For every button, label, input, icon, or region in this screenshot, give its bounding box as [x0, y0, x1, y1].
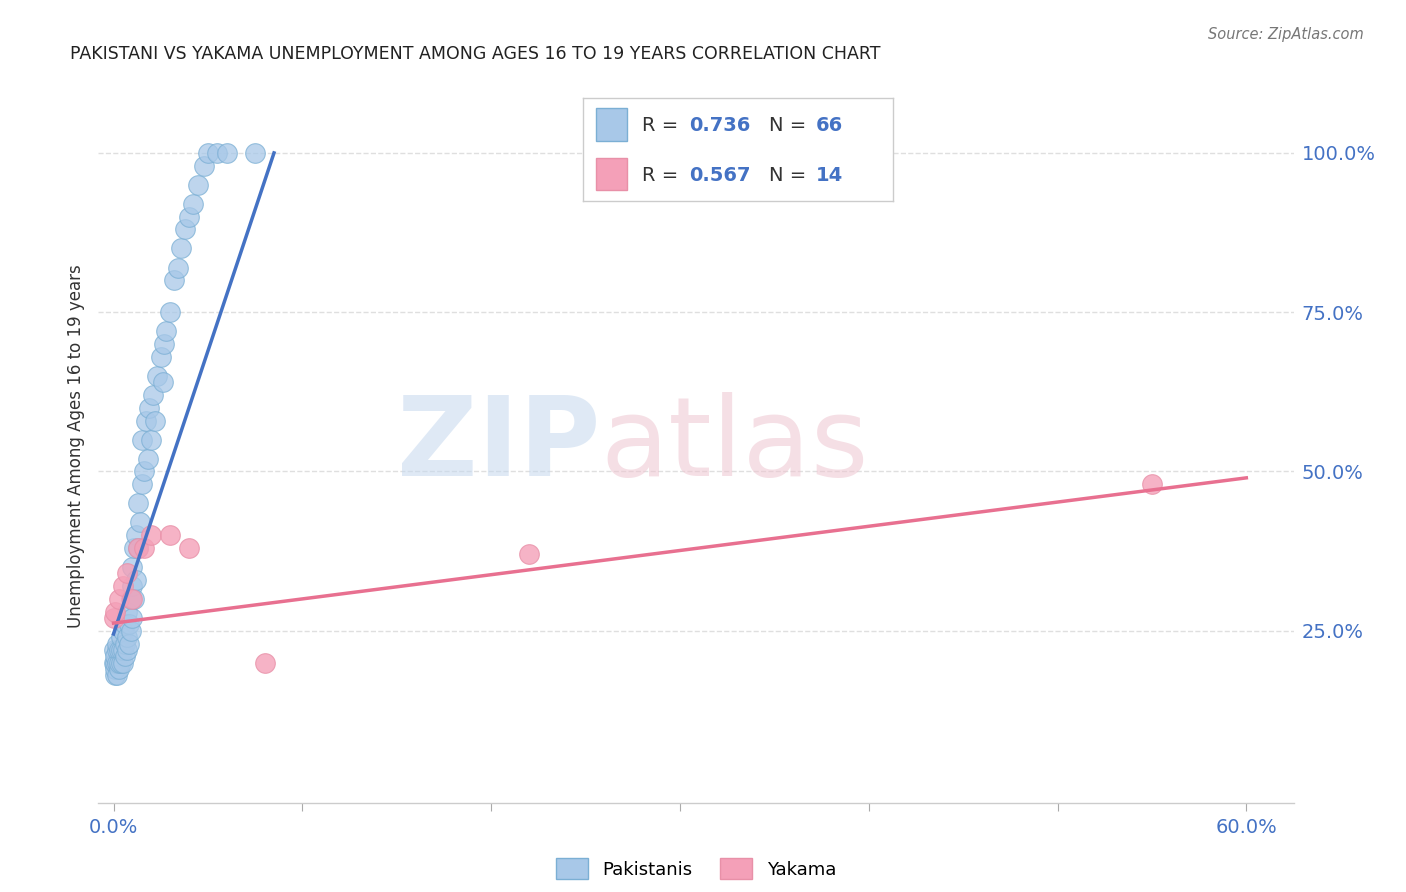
Point [108, 591, 131, 606]
Point [111, 579, 134, 593]
Point [104, 656, 127, 670]
Point [187, 178, 209, 192]
Point [114, 649, 136, 664]
Point [117, 636, 139, 650]
Point [243, 145, 266, 160]
Point [110, 656, 132, 670]
Point [120, 624, 142, 638]
Point [174, 222, 197, 236]
Point [138, 401, 160, 415]
Point [105, 643, 128, 657]
Text: Source: ZipAtlas.com: Source: ZipAtlas.com [1208, 27, 1364, 42]
Point [108, 662, 131, 676]
Point [108, 643, 131, 657]
Point [132, 465, 155, 479]
Text: 14: 14 [815, 166, 842, 185]
Point [124, 541, 146, 555]
Point [115, 643, 138, 657]
Point [127, 496, 149, 510]
Point [177, 210, 200, 224]
Point [135, 413, 157, 427]
Point [105, 656, 128, 670]
Point [121, 579, 143, 593]
Point [103, 611, 125, 625]
Point [163, 273, 186, 287]
Point [115, 630, 138, 644]
Point [124, 591, 146, 606]
Point [117, 617, 139, 632]
Text: N =: N = [769, 166, 813, 185]
Point [181, 197, 204, 211]
Point [166, 260, 188, 275]
Point [104, 662, 127, 676]
Point [207, 145, 229, 160]
Text: ZIP: ZIP [396, 392, 600, 500]
Point [152, 376, 174, 390]
Point [105, 668, 128, 682]
Point [131, 433, 153, 447]
Point [121, 591, 143, 606]
Point [170, 242, 193, 256]
Point [105, 636, 128, 650]
Point [143, 413, 166, 427]
Point [132, 541, 155, 555]
Legend: Pakistanis, Yakama: Pakistanis, Yakama [548, 851, 844, 887]
Point [114, 636, 136, 650]
Point [110, 643, 132, 657]
Point [103, 643, 125, 657]
Point [110, 630, 132, 644]
Text: 0.567: 0.567 [689, 166, 751, 185]
Text: N =: N = [769, 116, 813, 136]
Point [104, 668, 127, 682]
Text: R =: R = [643, 116, 685, 136]
Point [253, 656, 276, 670]
Y-axis label: Unemployment Among Ages 16 to 19 years: Unemployment Among Ages 16 to 19 years [66, 264, 84, 628]
Point [149, 350, 172, 364]
Point [193, 159, 215, 173]
Point [121, 560, 143, 574]
Point [1140, 477, 1163, 491]
Point [120, 591, 142, 606]
Point [108, 656, 131, 670]
Point [111, 656, 134, 670]
Point [121, 611, 143, 625]
Point [111, 643, 134, 657]
Point [125, 573, 148, 587]
Point [159, 528, 181, 542]
Point [129, 516, 152, 530]
Point [136, 451, 159, 466]
Text: R =: R = [643, 166, 685, 185]
Point [141, 528, 163, 542]
Point [115, 605, 138, 619]
Point [215, 145, 238, 160]
Text: 0.736: 0.736 [689, 116, 749, 136]
Point [146, 368, 169, 383]
Text: atlas: atlas [600, 392, 869, 500]
FancyBboxPatch shape [596, 109, 627, 141]
Point [103, 656, 125, 670]
Point [127, 541, 149, 555]
Point [177, 541, 200, 555]
Point [115, 566, 138, 581]
Point [159, 305, 181, 319]
Point [104, 605, 127, 619]
Point [114, 617, 136, 632]
Point [131, 477, 153, 491]
Point [197, 145, 219, 160]
Point [141, 433, 163, 447]
Point [125, 528, 148, 542]
Point [127, 541, 149, 555]
Point [104, 649, 127, 664]
Point [142, 388, 165, 402]
Point [111, 624, 134, 638]
Point [155, 324, 177, 338]
Text: 66: 66 [815, 116, 842, 136]
Text: PAKISTANI VS YAKAMA UNEMPLOYMENT AMONG AGES 16 TO 19 YEARS CORRELATION CHART: PAKISTANI VS YAKAMA UNEMPLOYMENT AMONG A… [70, 45, 880, 62]
FancyBboxPatch shape [596, 158, 627, 190]
Point [153, 337, 176, 351]
Point [517, 547, 540, 561]
